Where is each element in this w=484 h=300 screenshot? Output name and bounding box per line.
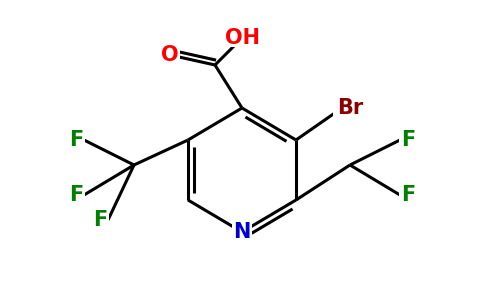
Text: F: F	[93, 210, 107, 230]
Text: F: F	[69, 130, 83, 150]
FancyBboxPatch shape	[399, 131, 417, 149]
Text: N: N	[233, 222, 251, 242]
FancyBboxPatch shape	[399, 186, 417, 204]
Text: O: O	[161, 45, 179, 65]
FancyBboxPatch shape	[67, 186, 85, 204]
FancyBboxPatch shape	[67, 131, 85, 149]
Text: F: F	[401, 185, 415, 205]
Text: F: F	[401, 130, 415, 150]
FancyBboxPatch shape	[227, 29, 257, 47]
FancyBboxPatch shape	[160, 46, 180, 64]
Text: Br: Br	[337, 98, 363, 118]
FancyBboxPatch shape	[232, 223, 252, 241]
FancyBboxPatch shape	[333, 99, 367, 117]
Text: OH: OH	[225, 28, 259, 48]
Text: F: F	[69, 185, 83, 205]
FancyBboxPatch shape	[91, 211, 109, 229]
